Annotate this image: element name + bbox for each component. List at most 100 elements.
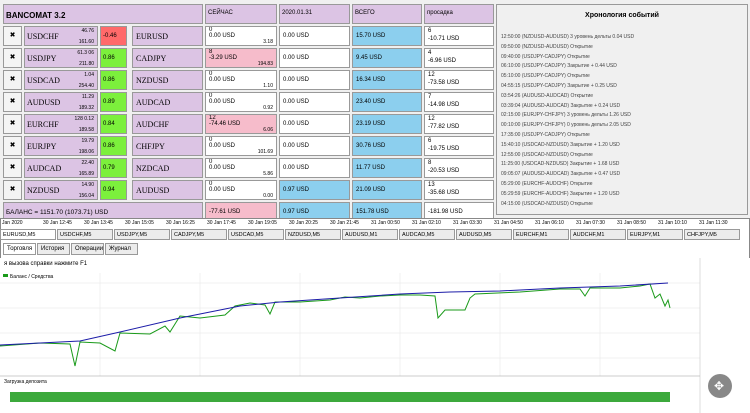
pair-name: CADJPY: [136, 54, 167, 63]
pair-name: USDCHF: [27, 32, 59, 41]
close-button[interactable]: ✖: [3, 70, 22, 90]
pair-value: 156.04: [78, 193, 94, 199]
value: 101.69: [257, 149, 273, 155]
title: BANCOMAT 3.2: [3, 4, 203, 24]
tab[interactable]: USDCHF,M5: [57, 229, 113, 240]
pair-cell: USDCHF 46.76 161.60: [24, 26, 98, 46]
time-label: 31 Jan 04:50: [494, 220, 523, 226]
event: 05:10:00 (USDJPY-CADJPY) Открытие: [501, 73, 590, 80]
close-button[interactable]: ✖: [3, 158, 22, 178]
pair-name: AUDCHF: [136, 120, 169, 129]
pair-value: 198.06: [78, 149, 94, 155]
tab[interactable]: Операции: [71, 243, 104, 255]
usd: 0.00 USD: [209, 165, 236, 171]
now-cell: 12 -74.46 USD 6.06: [205, 114, 277, 134]
tab[interactable]: История: [37, 243, 70, 255]
close-button[interactable]: ✖: [3, 114, 22, 134]
count: 8: [428, 160, 432, 166]
tab[interactable]: Журнал: [105, 243, 138, 255]
time-label: 31 Jan 02:10: [412, 220, 441, 226]
event: 17:35:00 (USDJPY-CADJPY) Открытие: [501, 132, 590, 138]
pair-name: USDJPY: [27, 54, 57, 63]
pair-name: USDCAD: [27, 76, 60, 85]
total-cell: 30.76 USD: [352, 136, 422, 156]
time-label: 31 Jan 06:10: [535, 220, 564, 226]
delta: 0.86: [100, 70, 127, 90]
time-label: 30 Jan 21:45: [330, 220, 359, 226]
now-cell: 8 -3.29 USD 194.83: [205, 48, 277, 68]
pair-value: 189.58: [78, 127, 94, 133]
tab[interactable]: EURCHF,M1: [513, 229, 569, 240]
zoom-icon[interactable]: [708, 374, 732, 398]
time-label: 31 Jan 03:30: [453, 220, 482, 226]
event: 05:29:00 (EURCHF-AUDCHF) Открытие: [501, 181, 593, 187]
tab[interactable]: AUDCHF,M1: [570, 229, 626, 240]
tab[interactable]: AUDUSD,M1: [342, 229, 398, 240]
load-label: Загрузка депозита: [4, 379, 47, 385]
count: 12: [428, 116, 435, 122]
count: 6: [428, 28, 432, 34]
total-cell: 15.70 USD: [352, 26, 422, 46]
close-button[interactable]: ✖: [3, 136, 22, 156]
delta: -0.46: [100, 26, 127, 46]
event: 11:25:00 (USDCAD-NZDUSD) Закрытие + 1.68…: [501, 161, 620, 168]
pair-name: NZDCAD: [136, 164, 170, 173]
usd: -20.53 USD: [428, 168, 460, 174]
count: 0: [209, 93, 213, 99]
close-button[interactable]: ✖: [3, 92, 22, 112]
now-cell: 0 0.00 USD 3.18: [205, 26, 277, 46]
pair-name: NZDUSD: [136, 76, 169, 85]
pair-name: EURUSD: [136, 32, 169, 41]
tab[interactable]: USDJPY,M5: [114, 229, 170, 240]
total-cell: 11.77 USD: [352, 158, 422, 178]
pair-cell: USDJPY 61.3 06 211.80: [24, 48, 98, 68]
pair-cell: AUDCAD 22.40 165.89: [24, 158, 98, 178]
day-cell: 0.00 USD: [279, 92, 350, 112]
tab[interactable]: AUDCAD,M5: [399, 229, 455, 240]
count: 0: [209, 27, 213, 33]
col-header: ВСЕГО: [352, 4, 422, 24]
now-cell: 0 0.00 USD 101.69: [205, 136, 277, 156]
pair-cell: EURCHF 128 0.12 189.58: [24, 114, 98, 134]
time-label: 30 Jan 12:45: [43, 220, 72, 226]
event: 04:15:00 (USDCAD-NZDUSD) Открытие: [501, 200, 593, 207]
tab[interactable]: CADJPY,M5: [171, 229, 227, 240]
value: 0.92: [263, 105, 273, 111]
chart-bg: [0, 258, 750, 413]
pair-cell: AUDCAD: [132, 92, 203, 112]
close-button[interactable]: ✖: [3, 26, 22, 46]
value: 5.86: [263, 171, 273, 177]
dd-cell: 4 -6.96 USD: [424, 48, 494, 68]
close-button[interactable]: ✖: [3, 180, 22, 200]
now-cell: 0 0.00 USD 0.00: [205, 180, 277, 200]
tab[interactable]: AUDUSD,M5: [456, 229, 512, 240]
event: 09:50:00 (NZDUSD-AUDUSD) Открытие: [501, 43, 593, 50]
chart: ✥ я вызова справки нажмите F1 Баланс / С…: [0, 258, 750, 413]
delta: 0.86: [100, 136, 127, 156]
close-button[interactable]: ✖: [3, 48, 22, 68]
day-cell: 0.00 USD: [279, 48, 350, 68]
usd: 0.00 USD: [209, 77, 236, 83]
time-label: 31 Jan 11:30: [699, 220, 728, 226]
usd: -6.96 USD: [428, 58, 457, 64]
event: 02:15:00 (EURJPY-CHFJPY) 3 уровень дельт…: [501, 112, 631, 119]
event: 05:29:59 (EURCHF-AUDCHF) Закрытие + 1.20…: [501, 190, 620, 197]
hint: я вызова справки нажмите F1: [4, 261, 88, 267]
pair-value: 14.90: [81, 182, 94, 188]
tab[interactable]: NZDUSD,M5: [285, 229, 341, 240]
pair-value: 11.29: [81, 94, 94, 100]
tab[interactable]: EURJPY,M1: [627, 229, 683, 240]
col-header: просадка: [424, 4, 494, 24]
tab[interactable]: CHFJPY,M5: [684, 229, 740, 240]
usd: 0.00 USD: [209, 99, 236, 105]
day-cell: 0.00 USD: [279, 70, 350, 90]
pair-value: 22.40: [81, 160, 94, 166]
tab[interactable]: USDCAD,M5: [228, 229, 284, 240]
pair-value: 19.79: [81, 138, 94, 144]
count: 0: [209, 137, 213, 143]
pair-value: 254.40: [78, 83, 94, 89]
pair-cell: NZDUSD: [132, 70, 203, 90]
time-label: 30 Jan 15:05: [125, 220, 154, 226]
tab[interactable]: Торговля: [3, 243, 36, 255]
tab[interactable]: EURUSD,M5: [0, 229, 56, 240]
